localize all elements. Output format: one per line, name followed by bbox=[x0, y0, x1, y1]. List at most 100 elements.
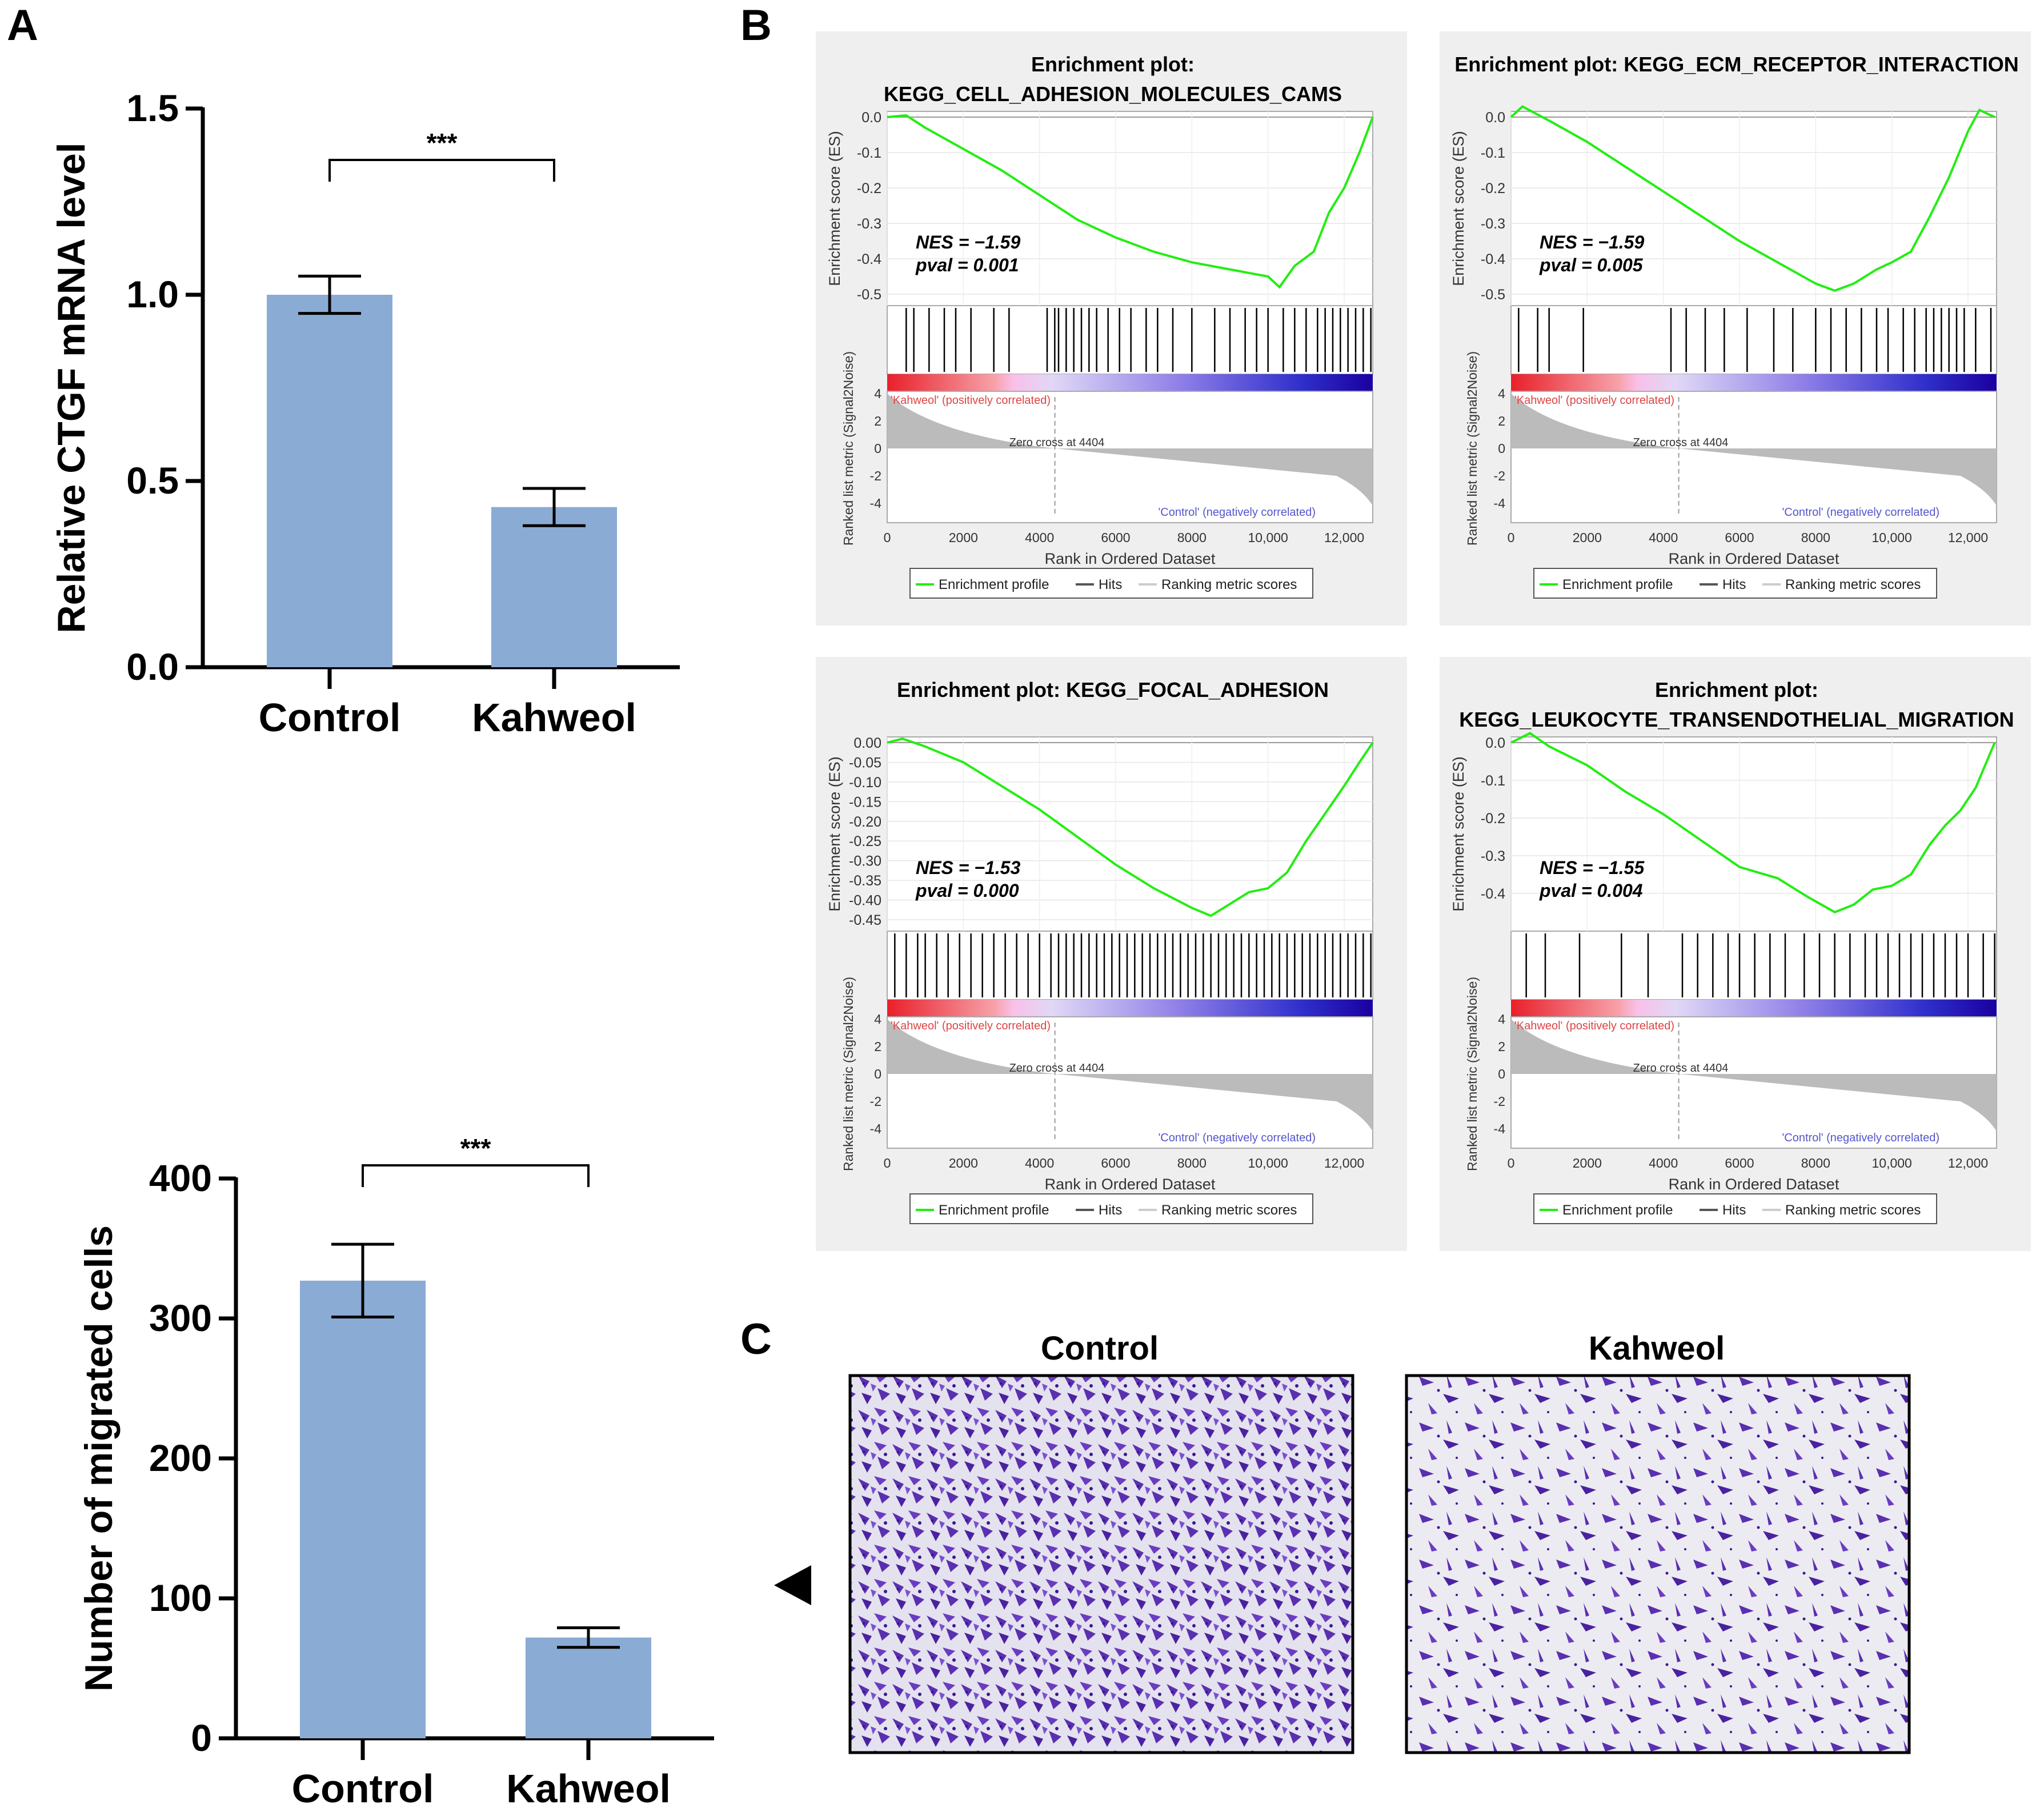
metric-y-tick-label: 2 bbox=[874, 1039, 881, 1054]
gsea-title: Enrichment plot: KEGG_FOCAL_ADHESION bbox=[897, 678, 1329, 701]
x-axis-label: Rank in Ordered Dataset bbox=[1045, 1176, 1216, 1193]
gsea-plot-ecm-receptor: Enrichment plot: KEGG_ECM_RECEPTOR_INTER… bbox=[1440, 31, 2031, 626]
es-y-tick-label: -0.3 bbox=[1481, 216, 1505, 232]
x-tick-label: 8000 bbox=[1177, 1156, 1207, 1170]
gsea-plot-cell-adhesion: Enrichment plot: KEGG_CELL_ADHESION_MOLEC… bbox=[816, 31, 1407, 626]
es-y-tick-label: -0.40 bbox=[849, 893, 881, 909]
pval-value: pval = 0.001 bbox=[915, 255, 1019, 275]
x-tick-label: 12,000 bbox=[1324, 530, 1364, 545]
ranking-heatmap-bar bbox=[887, 1000, 1373, 1017]
x-tick-label: 12,000 bbox=[1324, 1156, 1364, 1170]
legend-box bbox=[909, 568, 1313, 599]
es-plot-area bbox=[887, 736, 1373, 932]
es-y-axis-label: Enrichment score (ES) bbox=[826, 131, 843, 286]
x-tick-label: 12,000 bbox=[1948, 530, 1988, 545]
zero-cross-label: Zero cross at 4404 bbox=[1633, 436, 1729, 449]
bar bbox=[300, 1280, 426, 1738]
panel-label-c: C bbox=[740, 1315, 772, 1364]
ranking-heatmap-bar bbox=[1511, 374, 1997, 391]
es-y-tick-label: -0.4 bbox=[1481, 251, 1505, 267]
metric-y-tick-label: 0 bbox=[874, 1067, 881, 1081]
nes-value: NES = −1.53 bbox=[916, 857, 1020, 878]
x-tick-label: 10,000 bbox=[1871, 530, 1911, 545]
legend-entry: Hits bbox=[1722, 577, 1746, 592]
es-y-tick-label: -0.20 bbox=[849, 814, 881, 830]
metric-y-tick-label: 4 bbox=[1498, 1012, 1505, 1027]
x-tick-label: 12,000 bbox=[1948, 1156, 1988, 1170]
es-y-tick-label: -0.1 bbox=[1481, 773, 1505, 789]
x-tick-label: 8000 bbox=[1801, 530, 1830, 545]
metric-y-axis-label: Ranked list metric (Signal2Noise) bbox=[841, 351, 856, 546]
y-axis-label: Number of migrated cells bbox=[77, 1225, 121, 1691]
x-tick-label: 6000 bbox=[1725, 530, 1754, 545]
es-y-tick-label: -0.3 bbox=[857, 216, 881, 232]
panel-label-b: B bbox=[740, 1, 772, 50]
metric-y-tick-label: -4 bbox=[870, 496, 882, 511]
metric-y-axis-label: Ranked list metric (Signal2Noise) bbox=[1465, 977, 1480, 1171]
metric-y-tick-label: 4 bbox=[1498, 386, 1505, 401]
hits-area bbox=[887, 305, 1373, 375]
zero-cross-label: Zero cross at 4404 bbox=[1633, 1062, 1729, 1075]
es-y-tick-label: -0.5 bbox=[1481, 287, 1505, 303]
x-tick-label: 10,000 bbox=[1871, 1156, 1911, 1170]
ranking-metric-area bbox=[1511, 394, 1997, 506]
es-y-tick-label: -0.4 bbox=[1481, 886, 1505, 902]
significance-stars: *** bbox=[427, 128, 458, 158]
metric-y-tick-label: 2 bbox=[1498, 414, 1505, 428]
x-axis-label: Rank in Ordered Dataset bbox=[1669, 1176, 1839, 1193]
legend-box bbox=[909, 1193, 1313, 1224]
bar bbox=[526, 1637, 651, 1738]
hits-area bbox=[887, 931, 1373, 1000]
legend-entry: Hits bbox=[1722, 1202, 1746, 1218]
gsea-title: KEGG_LEUKOCYTE_TRANSENDOTHELIAL_MIGRATIO… bbox=[1459, 708, 2014, 731]
positive-label: 'Kahweol' (positively correlated) bbox=[1514, 394, 1674, 407]
micrograph-kahweol bbox=[1405, 1374, 1911, 1754]
ranking-metric-area bbox=[887, 394, 1373, 506]
y-tick-label: 0.5 bbox=[126, 459, 179, 502]
metric-y-tick-label: -4 bbox=[1494, 1121, 1506, 1136]
y-tick-label: 1.0 bbox=[126, 273, 179, 315]
enrichment-profile-line bbox=[1510, 105, 1995, 292]
metric-y-axis-label: Ranked list metric (Signal2Noise) bbox=[841, 977, 856, 1171]
bar-chart-migrated-cells: 0 100 200 300 400 Control Kahweol *** Number of … bbox=[77, 1133, 714, 1811]
negative-label: 'Control' (negatively correlated) bbox=[1158, 1132, 1316, 1144]
x-tick-label: Control bbox=[259, 695, 401, 740]
metric-y-tick-label: 4 bbox=[874, 386, 881, 401]
negative-label: 'Control' (negatively correlated) bbox=[1782, 1132, 1939, 1144]
legend-entry: Hits bbox=[1099, 577, 1122, 592]
x-tick-label: 2000 bbox=[1573, 530, 1602, 545]
es-y-tick-label: -0.2 bbox=[1481, 181, 1505, 197]
x-tick-label: 8000 bbox=[1801, 1156, 1830, 1170]
es-y-tick-label: -0.05 bbox=[849, 755, 881, 771]
bar bbox=[267, 295, 392, 667]
legend-entry: Enrichment profile bbox=[939, 1202, 1049, 1218]
es-y-tick-label: -0.30 bbox=[849, 853, 881, 869]
ranking-metric-area bbox=[887, 1019, 1373, 1132]
ranking-heatmap-bar bbox=[1511, 1000, 1997, 1017]
es-y-axis-label: Enrichment score (ES) bbox=[826, 756, 843, 912]
es-y-tick-label: -0.3 bbox=[1481, 848, 1505, 864]
x-tick-label: 6000 bbox=[1101, 1156, 1130, 1170]
significance-bracket bbox=[328, 159, 555, 182]
x-tick-label: 2000 bbox=[949, 530, 978, 545]
x-tick-label: 6000 bbox=[1101, 530, 1130, 545]
image-label-kahweol: Kahweol bbox=[1589, 1330, 1725, 1367]
positive-label: 'Kahweol' (positively correlated) bbox=[891, 1020, 1051, 1032]
legend-entry: Hits bbox=[1099, 1202, 1122, 1218]
legend-box bbox=[1533, 1193, 1937, 1224]
metric-y-axis-label: Ranked list metric (Signal2Noise) bbox=[1465, 351, 1480, 546]
bar-chart-ctgf: 0.0 0.5 1.0 1.5 Control Kahweol *** Relative CT… bbox=[50, 87, 680, 740]
metric-y-tick-label: -2 bbox=[870, 468, 881, 483]
metric-y-tick-label: 2 bbox=[874, 414, 881, 428]
x-tick-label: 2000 bbox=[949, 1156, 978, 1170]
negative-label: 'Control' (negatively correlated) bbox=[1782, 506, 1939, 519]
es-y-tick-label: -0.4 bbox=[857, 251, 881, 267]
x-tick-label: 10,000 bbox=[1248, 1156, 1288, 1170]
y-axis-label: Relative CTGF mRNA level bbox=[50, 142, 93, 633]
micrograph-control bbox=[848, 1374, 1354, 1754]
x-tick-label: Control bbox=[292, 1766, 434, 1811]
ranking-heatmap-bar bbox=[887, 374, 1373, 391]
legend-entry: Enrichment profile bbox=[939, 577, 1049, 592]
es-y-tick-label: -0.1 bbox=[857, 145, 881, 161]
